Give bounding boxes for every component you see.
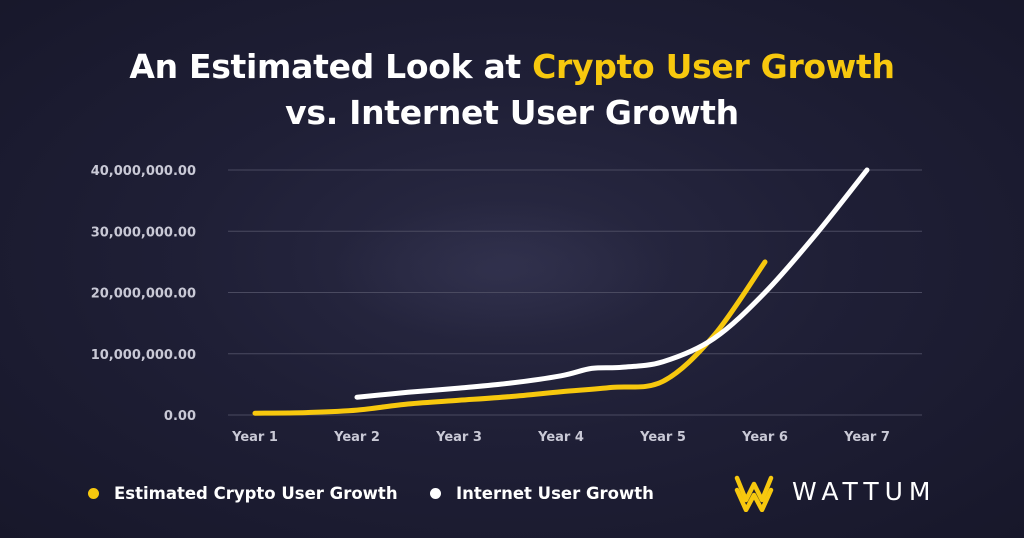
grid-lines <box>228 169 922 416</box>
legend-item-internet: Internet User Growth <box>430 484 654 503</box>
title-highlight: Crypto User Growth <box>532 47 895 86</box>
chart-title: An Estimated Look at Crypto User Growth … <box>0 44 1024 136</box>
x-tick-label: Year 5 <box>639 430 686 445</box>
x-tick-label: Year 7 <box>843 430 890 445</box>
internet-legend-dot <box>430 488 441 499</box>
x-tick-label: Year 4 <box>537 430 584 445</box>
x-tick-label: Year 2 <box>333 430 380 445</box>
x-tick-label: Year 3 <box>435 430 482 445</box>
y-tick-label: 20,000,000.00 <box>91 287 196 302</box>
series-lines <box>252 167 870 416</box>
crypto-legend-dot <box>88 488 99 499</box>
x-tick-label: Year 6 <box>741 430 788 445</box>
wattum-w-logo-icon <box>734 475 774 512</box>
chart-title-line-1: An Estimated Look at Crypto User Growth <box>0 44 1024 90</box>
background-glow <box>330 200 670 340</box>
brand-name: WATTUM <box>792 476 937 506</box>
legend-label-internet: Internet User Growth <box>456 484 654 503</box>
legend-item-crypto: Estimated Crypto User Growth <box>88 484 398 503</box>
legend-label-crypto: Estimated Crypto User Growth <box>114 484 398 503</box>
y-axis-ticks: 0.00 10,000,000.00 20,000,000.00 30,000,000… <box>91 164 196 424</box>
x-axis-ticks: Year 1 Year 2 Year 3 Year 4 Year 5 Year 6 Year… <box>231 430 890 445</box>
y-tick-label: 30,000,000.00 <box>91 225 196 240</box>
chart-title-line-2: vs. Internet User Growth <box>285 93 739 132</box>
x-tick-label: Year 1 <box>231 430 278 445</box>
internet-growth-line <box>354 167 870 400</box>
title-prefix: An Estimated Look at <box>129 47 533 86</box>
y-tick-label: 0.00 <box>164 409 196 424</box>
brand-logo: WATTUM <box>734 470 936 512</box>
crypto-growth-line <box>252 259 768 416</box>
y-tick-label: 10,000,000.00 <box>91 348 196 363</box>
y-tick-label: 40,000,000.00 <box>91 164 196 179</box>
